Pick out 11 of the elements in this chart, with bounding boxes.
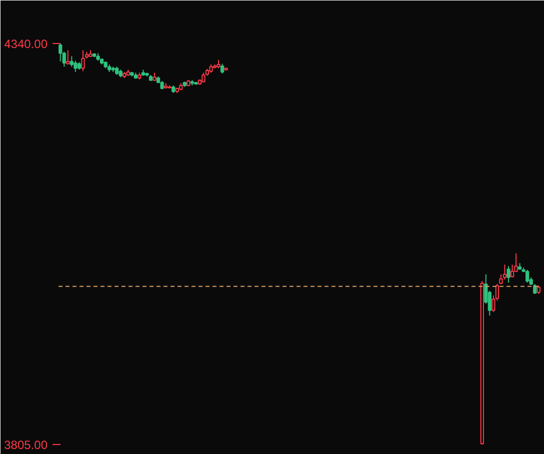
candlestick: [81, 50, 85, 72]
y-tick-label: 3805.00: [4, 438, 48, 452]
candlestick: [74, 60, 78, 72]
candlestick: [220, 63, 224, 74]
candlestick: [510, 264, 514, 278]
candlestick: [526, 269, 530, 284]
y-tick-label: 4340.00: [4, 36, 48, 51]
candlestick: [506, 266, 510, 284]
candlestick: [502, 264, 507, 280]
candlestick: [66, 50, 70, 65]
candlestick: [202, 72, 206, 83]
